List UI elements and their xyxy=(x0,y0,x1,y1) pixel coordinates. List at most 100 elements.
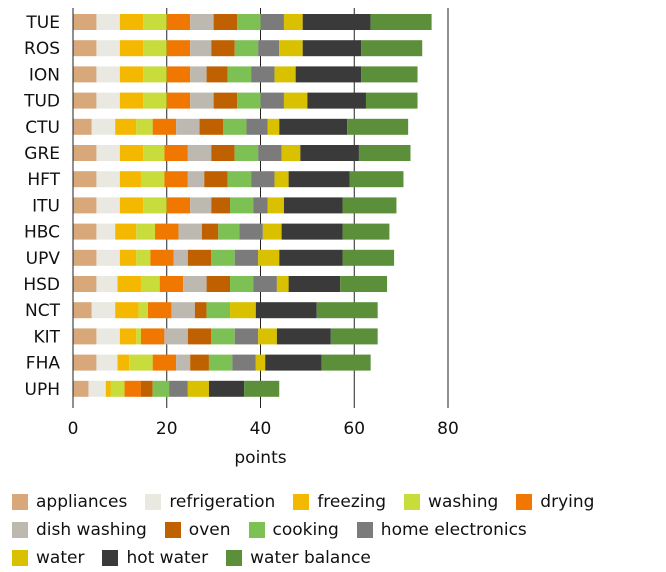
bar-hsd-drying xyxy=(159,276,184,292)
bar-hbc-appliances xyxy=(73,223,97,240)
bar-uph-water xyxy=(187,380,209,397)
bar-hbc-hot-water xyxy=(281,223,343,240)
bar-hft-home-electronics xyxy=(251,171,275,188)
bar-kit-freezing xyxy=(119,328,137,345)
bar-hft-oven xyxy=(204,171,228,188)
bar-nct-refrigeration xyxy=(91,302,116,319)
bar-ion-washing xyxy=(143,66,167,83)
bar-upv-refrigeration xyxy=(96,249,120,266)
bar-tud-appliances xyxy=(73,92,97,109)
bar-itu-dish-washing xyxy=(190,197,212,214)
bar-hft-hot-water xyxy=(288,171,350,188)
bar-ion-drying xyxy=(166,66,191,83)
stacked-bar-chart: TUE ROS ION TUD CTU GRE HFT ITU HBC UPV HSD NCT KIT F… xyxy=(23,8,459,468)
bar-kit-drying xyxy=(140,328,165,345)
bar-hft-refrigeration xyxy=(96,171,120,188)
legend-row: dish washing oven cooking home electronics xyxy=(12,516,662,544)
bar-kit-dish-washing xyxy=(164,328,188,345)
bar-hsd-water-balance xyxy=(340,276,388,292)
bar-tue-dish-washing xyxy=(190,14,214,30)
x-axis-label: points xyxy=(234,448,286,468)
category-label-kit: KIT xyxy=(33,327,60,347)
legend-item-dish-washing: dish washing xyxy=(12,520,147,540)
category-label-hsd: HSD xyxy=(23,275,60,295)
bar-kit-washing xyxy=(136,328,141,345)
bar-hbc-home-electronics xyxy=(239,223,263,240)
bar-tue-home-electronics xyxy=(260,14,284,30)
x-tick-80: 80 xyxy=(437,419,459,439)
bar-tud-oven xyxy=(213,92,238,109)
bar-ion-home-electronics xyxy=(251,66,275,83)
bar-itu-refrigeration xyxy=(96,197,120,214)
bar-ros-home-electronics xyxy=(258,40,280,57)
bar-hsd-appliances xyxy=(73,276,97,292)
bar-ctu-cooking xyxy=(223,118,247,135)
bar-itu-cooking xyxy=(230,197,254,214)
bar-upv-appliances xyxy=(73,249,97,266)
bar-itu-oven xyxy=(211,197,231,214)
bar-hsd-refrigeration xyxy=(96,276,118,292)
legend-swatch xyxy=(12,494,28,510)
bar-ion-water-balance xyxy=(361,66,418,83)
bar-gre-refrigeration xyxy=(96,145,120,161)
bar-upv-oven xyxy=(187,249,212,266)
bar-tue-oven xyxy=(213,14,238,30)
bar-upv-water xyxy=(258,249,280,266)
legend-label: water balance xyxy=(250,548,371,568)
bar-tud-cooking xyxy=(237,92,261,109)
bar-fha-home-electronics xyxy=(232,354,256,371)
legend-row: water hot water water balance xyxy=(12,544,662,572)
bar-hbc-washing xyxy=(136,223,156,240)
bar-hbc-drying xyxy=(155,223,179,240)
category-label-gre: GRE xyxy=(24,144,60,164)
category-label-upv: UPV xyxy=(26,249,61,269)
bar-ion-refrigeration xyxy=(96,66,120,83)
bar-tud-refrigeration xyxy=(96,92,120,109)
bar-kit-water xyxy=(258,328,277,345)
bar-nct-washing xyxy=(138,302,148,319)
bar-kit-home-electronics xyxy=(234,328,259,345)
bar-ctu-drying xyxy=(152,118,177,135)
x-tick-labels: 0 20 40 60 80 xyxy=(68,419,459,439)
bar-gre-freezing xyxy=(119,145,144,161)
bar-hsd-freezing xyxy=(117,276,141,292)
bar-kit-water-balance xyxy=(330,328,378,345)
bar-tue-cooking xyxy=(237,14,261,30)
bar-uph-oven xyxy=(140,380,153,397)
bar-hsd-oven xyxy=(206,276,231,292)
bar-ros-refrigeration xyxy=(96,40,120,57)
category-label-nct: NCT xyxy=(25,301,61,321)
bar-gre-hot-water xyxy=(300,145,359,161)
legend-label: appliances xyxy=(36,492,128,512)
bar-tue-washing xyxy=(143,14,167,30)
bar-upv-hot-water xyxy=(279,249,343,266)
bar-gre-home-electronics xyxy=(258,145,282,161)
bar-tud-freezing xyxy=(119,92,144,109)
bar-tue-water xyxy=(283,14,303,30)
bar-ros-water-balance xyxy=(361,40,423,57)
bar-hbc-water-balance xyxy=(342,223,390,240)
legend-label: hot water xyxy=(126,548,209,568)
bar-hsd-home-electronics xyxy=(253,276,277,292)
bar-ros-hot-water xyxy=(302,40,362,57)
category-label-tud: TUD xyxy=(23,92,60,112)
category-label-itu: ITU xyxy=(32,196,60,216)
bar-fha-refrigeration xyxy=(96,354,118,371)
bar-tud-home-electronics xyxy=(260,92,284,109)
legend-item-cooking: cooking xyxy=(248,520,339,540)
legend-label: freezing xyxy=(317,492,387,512)
category-label-hft: HFT xyxy=(27,170,60,190)
bar-hft-dish-washing xyxy=(187,171,205,188)
bar-ion-water xyxy=(274,66,296,83)
legend-swatch xyxy=(516,494,533,510)
bar-hsd-hot-water xyxy=(288,276,341,292)
legend-item-drying: drying xyxy=(516,492,594,512)
bar-gre-washing xyxy=(143,145,165,161)
bar-ctu-oven xyxy=(199,118,223,135)
bar-uph-appliances xyxy=(73,380,89,397)
legend-swatch xyxy=(226,550,243,566)
bar-upv-drying xyxy=(150,249,174,266)
bar-upv-dish-washing xyxy=(173,249,188,266)
legend-item-freezing: freezing xyxy=(293,492,386,512)
bar-uph-drying xyxy=(124,380,141,397)
